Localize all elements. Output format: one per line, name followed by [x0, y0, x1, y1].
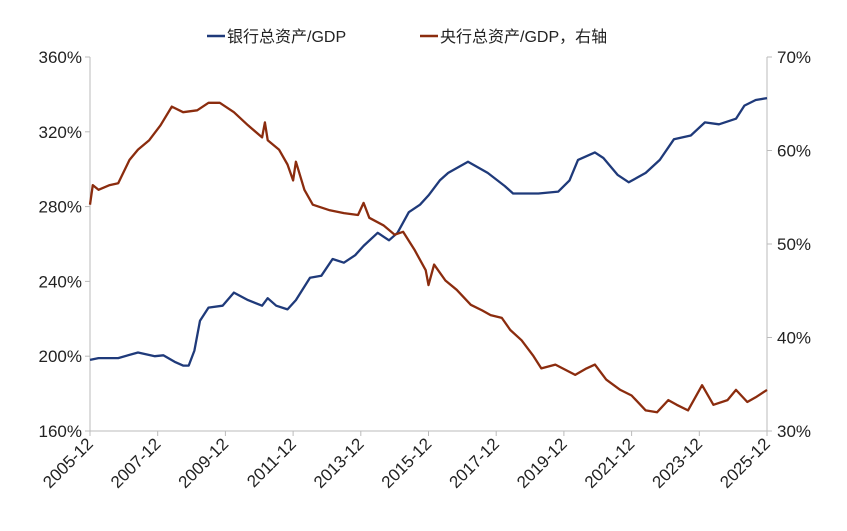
legend: 银行总资产/GDP 央行总资产/GDP，右轴: [207, 28, 607, 46]
series-lines: [88, 96, 768, 414]
right-tick-label: 30%: [777, 422, 811, 441]
x-tick-label: 2007-12: [107, 434, 165, 492]
bank-assets-line: [89, 96, 768, 367]
right-tick-label: 50%: [777, 235, 811, 254]
right-tick-label: 40%: [777, 329, 811, 348]
legend-label-central-bank: 央行总资产/GDP，右轴: [440, 28, 607, 46]
left-tick-label: 200%: [39, 347, 82, 366]
x-tick-label: 2017-12: [445, 434, 503, 492]
x-tick-label: 2011-12: [243, 434, 300, 491]
x-tick-label: 2023-12: [649, 434, 707, 492]
left-tick-label: 280%: [39, 198, 82, 217]
x-tick-label: 2019-12: [513, 434, 571, 492]
left-tick-label: 240%: [39, 272, 82, 291]
central-bank-assets-line: [88, 101, 768, 414]
right-tick-label: 60%: [777, 142, 811, 161]
x-tick-label: 2013-12: [310, 434, 368, 492]
left-tick-label: 160%: [39, 422, 82, 441]
right-tick-label: 70%: [777, 48, 811, 67]
x-tick-label: 2015-12: [378, 434, 436, 492]
x-tick-label: 2021-12: [581, 434, 639, 492]
legend-label-bank: 银行总资产/GDP: [227, 28, 346, 46]
x-tick-label: 2025-12: [716, 434, 774, 492]
x-tick-label: 2005-12: [39, 434, 97, 492]
left-tick-label: 320%: [39, 123, 82, 142]
left-tick-label: 360%: [39, 48, 82, 67]
x-tick-label: 2009-12: [175, 434, 233, 492]
